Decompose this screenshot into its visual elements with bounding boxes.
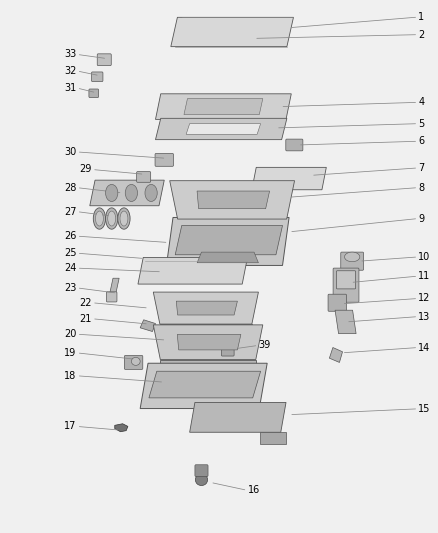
- Text: 24: 24: [64, 263, 77, 273]
- Ellipse shape: [145, 184, 157, 201]
- Text: 28: 28: [64, 183, 77, 192]
- FancyBboxPatch shape: [328, 294, 346, 311]
- Text: 16: 16: [247, 486, 260, 495]
- Text: 22: 22: [79, 298, 92, 308]
- Text: 11: 11: [418, 271, 431, 281]
- FancyBboxPatch shape: [106, 292, 117, 302]
- Text: 25: 25: [64, 248, 77, 258]
- Text: 1: 1: [418, 12, 424, 22]
- Text: 31: 31: [64, 83, 77, 93]
- FancyBboxPatch shape: [89, 89, 99, 98]
- Polygon shape: [153, 292, 258, 324]
- Ellipse shape: [344, 252, 360, 262]
- FancyBboxPatch shape: [222, 344, 234, 356]
- Text: 15: 15: [418, 404, 431, 414]
- Polygon shape: [197, 191, 269, 209]
- FancyBboxPatch shape: [341, 252, 364, 270]
- Polygon shape: [160, 359, 256, 365]
- Polygon shape: [197, 252, 258, 263]
- Polygon shape: [176, 301, 237, 315]
- FancyBboxPatch shape: [137, 172, 151, 182]
- FancyBboxPatch shape: [124, 356, 143, 369]
- Polygon shape: [155, 118, 287, 140]
- Ellipse shape: [106, 208, 118, 229]
- Text: 5: 5: [418, 119, 424, 128]
- Text: 18: 18: [64, 371, 77, 381]
- Polygon shape: [171, 17, 293, 47]
- Text: 39: 39: [258, 341, 271, 350]
- Polygon shape: [186, 124, 261, 134]
- Text: 6: 6: [418, 136, 424, 146]
- Ellipse shape: [120, 211, 128, 226]
- Text: 29: 29: [80, 165, 92, 174]
- Text: 21: 21: [80, 314, 92, 324]
- FancyBboxPatch shape: [155, 154, 173, 166]
- Text: 27: 27: [64, 207, 77, 216]
- FancyBboxPatch shape: [336, 271, 356, 289]
- Polygon shape: [335, 310, 356, 334]
- Ellipse shape: [125, 184, 138, 201]
- Text: 7: 7: [418, 163, 424, 173]
- Polygon shape: [175, 225, 283, 255]
- Text: 4: 4: [418, 98, 424, 107]
- Text: 30: 30: [64, 147, 77, 157]
- Text: 12: 12: [418, 294, 431, 303]
- Text: 9: 9: [418, 214, 424, 223]
- FancyBboxPatch shape: [286, 139, 303, 151]
- Ellipse shape: [195, 474, 208, 486]
- Polygon shape: [252, 167, 326, 190]
- Polygon shape: [109, 278, 119, 298]
- Polygon shape: [90, 180, 164, 206]
- Polygon shape: [170, 181, 294, 219]
- Text: 26: 26: [64, 231, 77, 241]
- Text: 10: 10: [418, 252, 431, 262]
- Polygon shape: [138, 257, 247, 284]
- Polygon shape: [166, 217, 289, 265]
- Text: 8: 8: [418, 183, 424, 192]
- FancyBboxPatch shape: [333, 268, 359, 302]
- Ellipse shape: [95, 211, 103, 226]
- Text: 2: 2: [418, 30, 424, 39]
- Text: 20: 20: [64, 329, 77, 339]
- Ellipse shape: [108, 211, 116, 226]
- Text: 13: 13: [418, 312, 431, 321]
- Polygon shape: [177, 335, 241, 350]
- Polygon shape: [153, 325, 263, 359]
- Ellipse shape: [131, 357, 140, 366]
- Polygon shape: [178, 219, 286, 225]
- Text: 32: 32: [64, 66, 77, 76]
- Polygon shape: [184, 99, 263, 115]
- FancyBboxPatch shape: [92, 72, 103, 82]
- Polygon shape: [140, 320, 155, 332]
- Ellipse shape: [118, 208, 130, 229]
- Polygon shape: [260, 432, 286, 444]
- Polygon shape: [115, 424, 128, 432]
- Polygon shape: [190, 402, 286, 432]
- FancyBboxPatch shape: [195, 465, 208, 477]
- Text: 19: 19: [64, 348, 77, 358]
- Ellipse shape: [93, 208, 106, 229]
- Text: 14: 14: [418, 343, 431, 352]
- Polygon shape: [329, 348, 343, 362]
- Polygon shape: [160, 324, 252, 329]
- Text: 17: 17: [64, 422, 77, 431]
- Ellipse shape: [106, 184, 118, 201]
- FancyBboxPatch shape: [97, 54, 111, 66]
- Polygon shape: [155, 94, 291, 119]
- Polygon shape: [149, 371, 261, 398]
- Polygon shape: [140, 364, 267, 408]
- Text: 33: 33: [64, 50, 77, 59]
- Text: 23: 23: [64, 283, 77, 293]
